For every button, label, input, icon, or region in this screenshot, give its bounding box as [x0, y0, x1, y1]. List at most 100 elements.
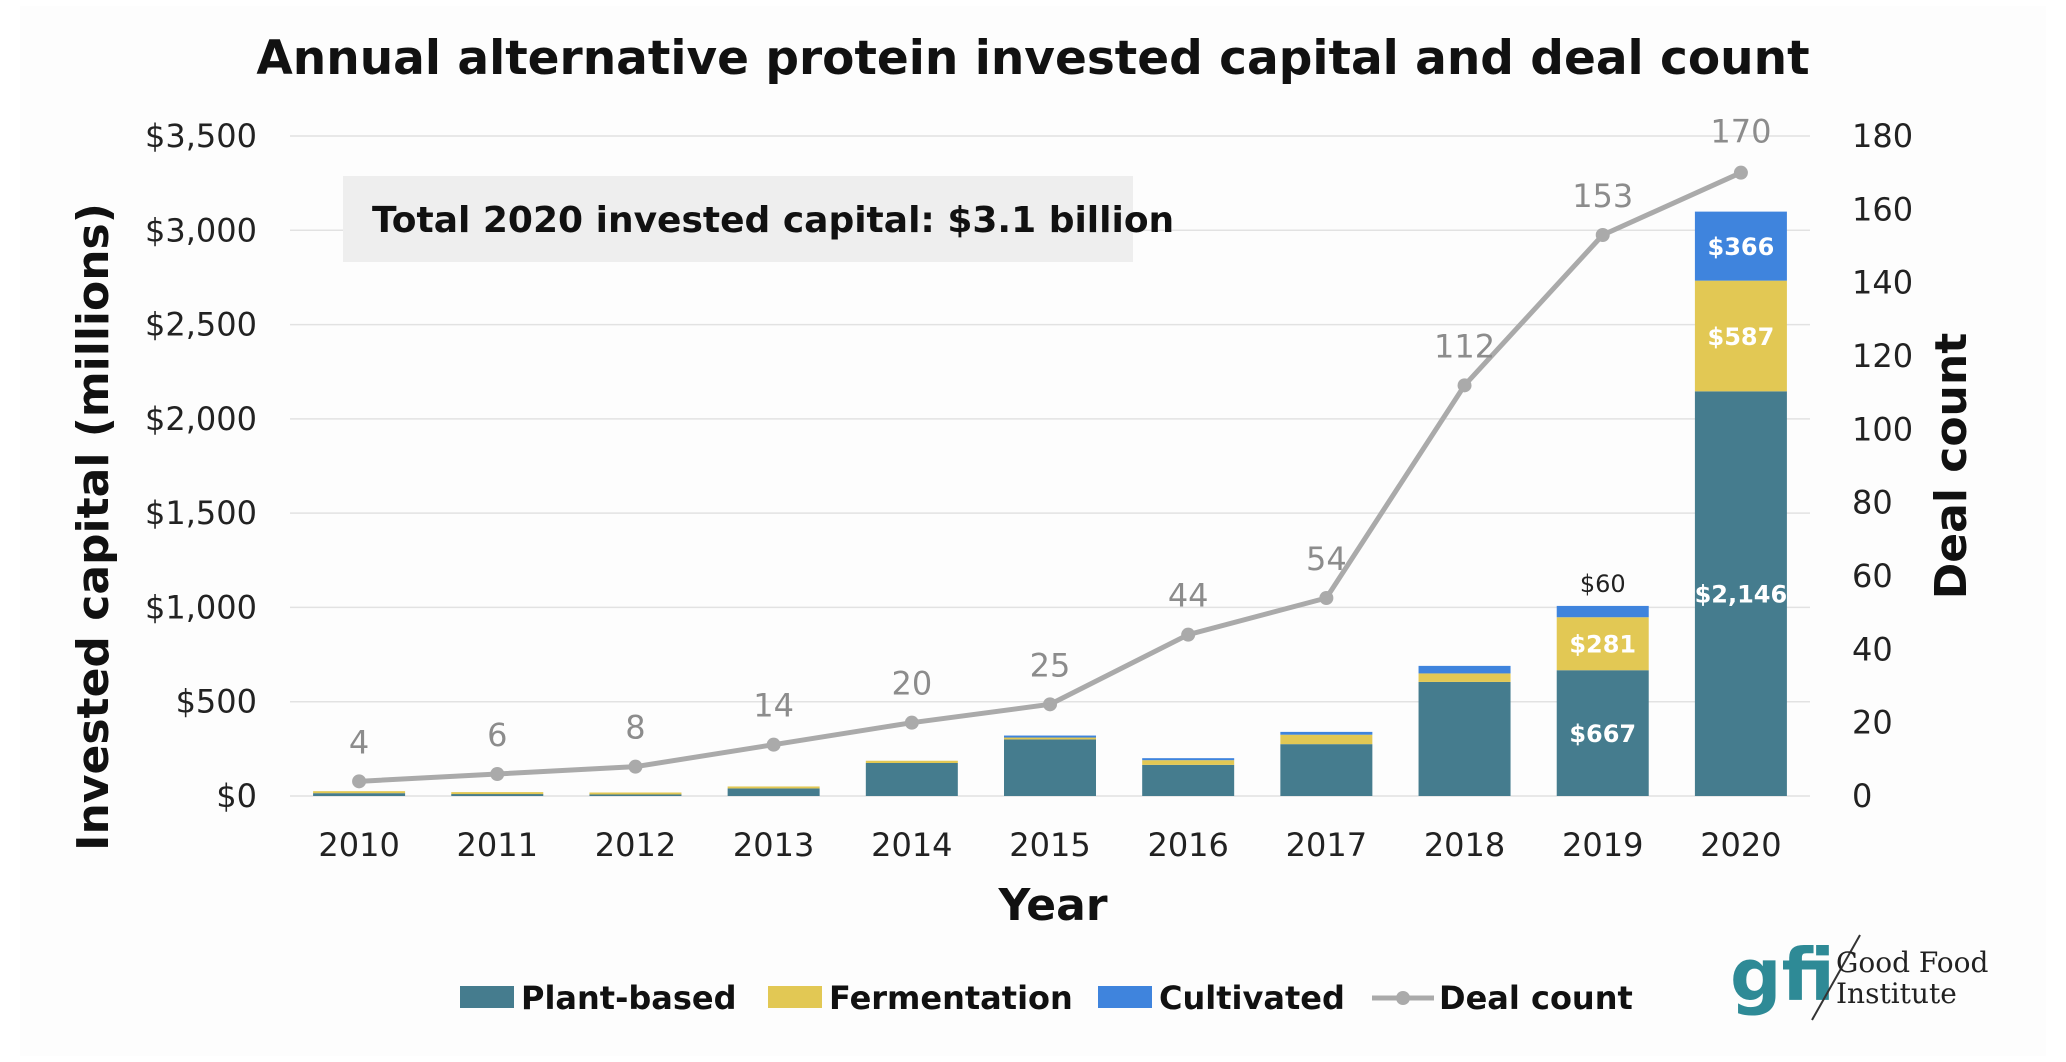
bar-cultivated-2015 [1004, 735, 1096, 738]
bar-cultivated-2019 [1556, 605, 1649, 618]
y2-tick-label: 40 [1852, 630, 1893, 668]
y2-tick-label: 60 [1852, 557, 1893, 595]
bar-fermentation-2015 [1004, 737, 1096, 740]
y-tick-label: $2,500 [145, 306, 257, 344]
bar-plant-based-2019 [1556, 670, 1649, 796]
legend-swatch-cultivated [1098, 986, 1152, 1008]
bar-fermentation-2010 [313, 791, 406, 794]
logo-text-line2: Institute [1836, 977, 1957, 1010]
deal-count-point-2018 [1457, 378, 1472, 393]
x-tick-label: 2016 [1147, 826, 1228, 864]
bars [313, 211, 1787, 796]
y2-axis-title: Deal count [1926, 333, 1977, 599]
deal-count-point-2012 [628, 759, 643, 774]
bar-plant-based-2015 [1004, 739, 1096, 796]
logo-text-line1: Good Food [1836, 946, 1989, 979]
y-tick-label: $3,500 [145, 117, 257, 155]
x-tick-label: 2019 [1562, 826, 1643, 864]
y2-tick-label: 20 [1852, 704, 1893, 742]
bar-plant-based-2013 [727, 788, 820, 796]
bar-plant-based-2010 [313, 793, 406, 796]
y2-tick-label: 120 [1852, 337, 1913, 375]
deal-count-label-2017: 54 [1306, 540, 1347, 578]
deal-count-label-2020: 170 [1710, 113, 1771, 151]
bar-plant-based-2018 [1418, 681, 1511, 796]
bar-plant-based-2020 [1694, 391, 1787, 796]
deal-count-point-2017 [1319, 591, 1334, 605]
bar-cultivated-2017 [1280, 731, 1373, 735]
bar-plant-based-2012 [589, 794, 682, 796]
x-tick-label: 2018 [1424, 826, 1505, 864]
bar-label-cultivated-2020: $366 [1708, 233, 1775, 261]
deal-count-label-2018: 112 [1434, 327, 1495, 365]
legend-label-deal-count: Deal count [1439, 979, 1633, 1017]
bar-fermentation-2016 [1142, 760, 1235, 765]
deal-count-line [352, 165, 1748, 789]
deal-count-point-2015 [1043, 697, 1057, 712]
deal-count-point-2011 [490, 767, 505, 781]
bar-cultivated-2020 [1694, 211, 1787, 281]
deal-count-point-2016 [1181, 627, 1196, 642]
deal-count-point-2019 [1595, 228, 1610, 242]
bar-label-fermentation-2020: $587 [1708, 323, 1775, 351]
y-axis-right-ticks: 0 20 40 60 80 100 120 140 160 180 [1852, 117, 1913, 815]
x-tick-label: 2020 [1700, 826, 1781, 864]
callout-box [343, 176, 1133, 262]
x-axis-ticks: 2010 2011 2012 2013 2014 2015 2016 2017 2018 2019… [318, 826, 1781, 864]
y-tick-label: $3,000 [145, 211, 257, 249]
bar-label-cultivated-2019: $60 [1580, 570, 1626, 598]
bar-plant-based-2017 [1280, 744, 1373, 796]
x-tick-label: 2010 [318, 826, 399, 864]
callout-text: Total 2020 invested capital: $3.1 billio… [372, 200, 1174, 241]
bar-fermentation-2014 [865, 760, 958, 763]
legend-label-plant-based: Plant-based [521, 979, 737, 1017]
deal-count-labels: 4 6 8 14 20 25 44 54 112 153 170 [349, 113, 1772, 762]
bar-label-fermentation-2019: $281 [1569, 631, 1636, 659]
deal-count-label-2014: 20 [891, 665, 932, 703]
legend: Plant-based Fermentation Cultivated Deal… [460, 979, 1633, 1017]
bar-fermentation-2019 [1556, 617, 1649, 671]
y-tick-label: $2,000 [145, 400, 257, 438]
bar-label-plant-based-2019: $667 [1569, 720, 1636, 748]
gfi-logo-icon: gfi [1730, 933, 1835, 1017]
y2-tick-label: 0 [1852, 777, 1872, 815]
deal-count-point-2020 [1733, 165, 1748, 180]
legend-label-cultivated: Cultivated [1159, 979, 1345, 1017]
deal-count-label-2019: 153 [1572, 177, 1633, 215]
y-axis-title: Invested capital (millions) [68, 203, 119, 851]
x-tick-label: 2013 [733, 826, 814, 864]
y2-tick-label: 180 [1852, 117, 1913, 155]
deal-count-label-2016: 44 [1168, 577, 1209, 615]
chart-title: Annual alternative protein invested capi… [256, 31, 1809, 86]
bar-fermentation-2020 [1694, 280, 1787, 392]
legend-swatch-fermentation [768, 986, 822, 1008]
deal-count-label-2015: 25 [1030, 646, 1071, 684]
bar-fermentation-2018 [1418, 673, 1511, 682]
bar-plant-based-2014 [865, 763, 958, 796]
y-tick-label: $1,000 [145, 588, 257, 626]
bar-cultivated-2018 [1418, 665, 1511, 674]
legend-marker-deal-count [1396, 991, 1410, 1005]
y2-tick-label: 100 [1852, 410, 1913, 448]
x-tick-label: 2015 [1009, 826, 1090, 864]
bar-plant-based-2016 [1142, 764, 1235, 796]
deal-count-point-2013 [766, 737, 781, 752]
bar-label-plant-based-2020: $2,146 [1695, 581, 1788, 609]
deal-count-label-2010: 4 [349, 723, 369, 761]
y-axis-left-ticks: $0 $500 $1,000 $1,500 $2,000 $2,500 $3,000 $3,5… [145, 117, 257, 815]
bar-fermentation-2012 [589, 792, 682, 795]
bar-fermentation-2011 [451, 792, 544, 795]
x-tick-label: 2011 [457, 826, 538, 864]
y2-tick-label: 80 [1852, 484, 1893, 522]
legend-label-fermentation: Fermentation [829, 979, 1073, 1017]
deal-count-point-2010 [352, 774, 367, 789]
x-tick-label: 2014 [871, 826, 952, 864]
deal-count-label-2013: 14 [753, 687, 794, 725]
y2-tick-label: 140 [1852, 264, 1913, 302]
bar-value-labels: $667 $2,146 $281 $587 $60 $366 [1569, 233, 1787, 748]
bar-fermentation-2017 [1280, 734, 1373, 745]
deal-count-label-2012: 8 [625, 709, 645, 747]
x-tick-label: 2017 [1286, 826, 1367, 864]
gfi-logo: gfi Good Food Institute [1730, 933, 1989, 1021]
